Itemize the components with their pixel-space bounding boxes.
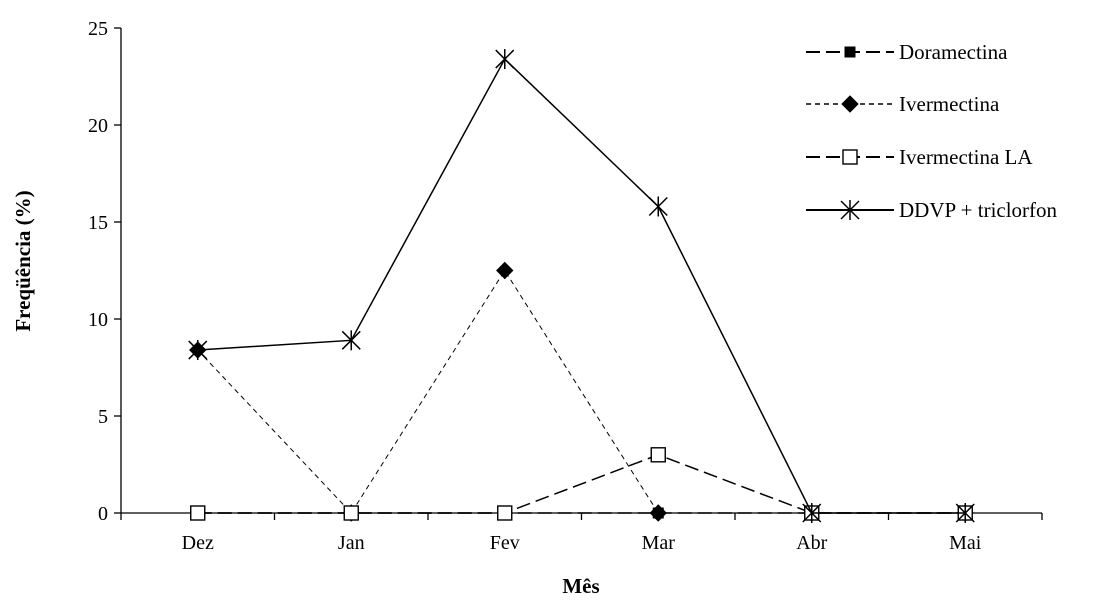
- legend-entry-doramectina: Doramectina: [806, 40, 1008, 64]
- legend-label-ivermectina: Ivermectina: [899, 92, 1000, 116]
- series-line-ivermectina-la: [197, 453, 966, 514]
- data-point-ivermectina-la: [497, 505, 513, 521]
- series-ddvp-triclorfon: [188, 49, 975, 523]
- data-point-ddvp-triclorfon: [495, 49, 515, 70]
- series-line-ddvp-triclorfon: [197, 57, 966, 514]
- data-point-ddvp-triclorfon: [341, 330, 361, 351]
- x-tick-label: Abr: [796, 532, 827, 554]
- data-point-ivermectina-la: [343, 505, 359, 521]
- legend-entry-ivermectina-la: Ivermectina LA: [806, 145, 1033, 169]
- data-point-ddvp-triclorfon: [802, 503, 822, 523]
- legend-label-ivermectina-la: Ivermectina LA: [899, 145, 1033, 169]
- legend-entry-ddvp-triclorfon: DDVP + triclorfon: [806, 198, 1058, 222]
- legend-label-doramectina: Doramectina: [899, 40, 1008, 64]
- y-tick-label: 5: [98, 406, 108, 428]
- y-tick-label: 0: [98, 503, 108, 525]
- x-axis-title: Mês: [562, 574, 599, 598]
- data-point-ivermectina-la: [190, 505, 206, 521]
- y-tick-label: 10: [88, 309, 108, 331]
- x-tick-label: Fev: [490, 532, 520, 554]
- data-point-ivermectina: [649, 504, 667, 522]
- x-tick-label: Mai: [949, 532, 982, 554]
- data-point-ddvp-triclorfon: [188, 340, 208, 361]
- x-tick-label: Mar: [642, 532, 676, 554]
- y-tick-label: 25: [88, 18, 108, 40]
- y-axis-title: Freqüência (%): [11, 190, 35, 331]
- y-tick-label: 20: [88, 115, 108, 137]
- x-tick-label: Dez: [182, 532, 214, 554]
- x-tick-label: Jan: [338, 532, 365, 554]
- axes: 0 5 10 15 20 25 Dez Jan Fev Mar Abr Mai: [88, 18, 1043, 554]
- data-point-ivermectina: [496, 261, 514, 280]
- series-layer: [188, 49, 975, 523]
- legend-marker-ivermectina: [841, 95, 859, 113]
- legend: Doramectina Ivermectina Ivermectina LA DDVP…: [806, 40, 1058, 222]
- data-point-ddvp-triclorfon: [955, 503, 975, 523]
- legend-marker-ddvp-triclorfon: [840, 200, 860, 220]
- y-tick-label: 15: [88, 212, 108, 234]
- series-line-ivermectina: [197, 269, 966, 514]
- data-point-ivermectina-la: [650, 447, 666, 463]
- legend-marker-doramectina: [844, 46, 856, 58]
- legend-marker-ivermectina-la: [842, 149, 858, 165]
- series-ivermectina-la: [190, 447, 973, 521]
- legend-label-ddvp-triclorfon: DDVP + triclorfon: [899, 198, 1058, 222]
- legend-entry-ivermectina: Ivermectina: [806, 92, 1000, 116]
- data-point-ddvp-triclorfon: [648, 196, 668, 217]
- series-ivermectina: [189, 261, 974, 522]
